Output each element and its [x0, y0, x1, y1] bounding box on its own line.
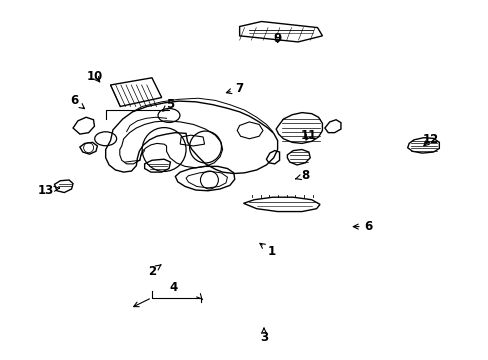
Text: 6: 6 — [70, 94, 84, 109]
Text: 12: 12 — [422, 133, 438, 146]
Text: 11: 11 — [300, 129, 316, 142]
Text: 9: 9 — [273, 32, 281, 45]
Text: 13: 13 — [38, 184, 60, 197]
Text: 3: 3 — [260, 328, 267, 344]
Text: 8: 8 — [295, 169, 309, 182]
Text: 2: 2 — [147, 265, 161, 278]
Text: 6: 6 — [352, 220, 372, 233]
Text: 5: 5 — [163, 98, 174, 111]
Text: 10: 10 — [87, 69, 103, 82]
Text: 7: 7 — [226, 82, 243, 95]
Text: 1: 1 — [260, 243, 275, 258]
Text: 4: 4 — [169, 281, 178, 294]
